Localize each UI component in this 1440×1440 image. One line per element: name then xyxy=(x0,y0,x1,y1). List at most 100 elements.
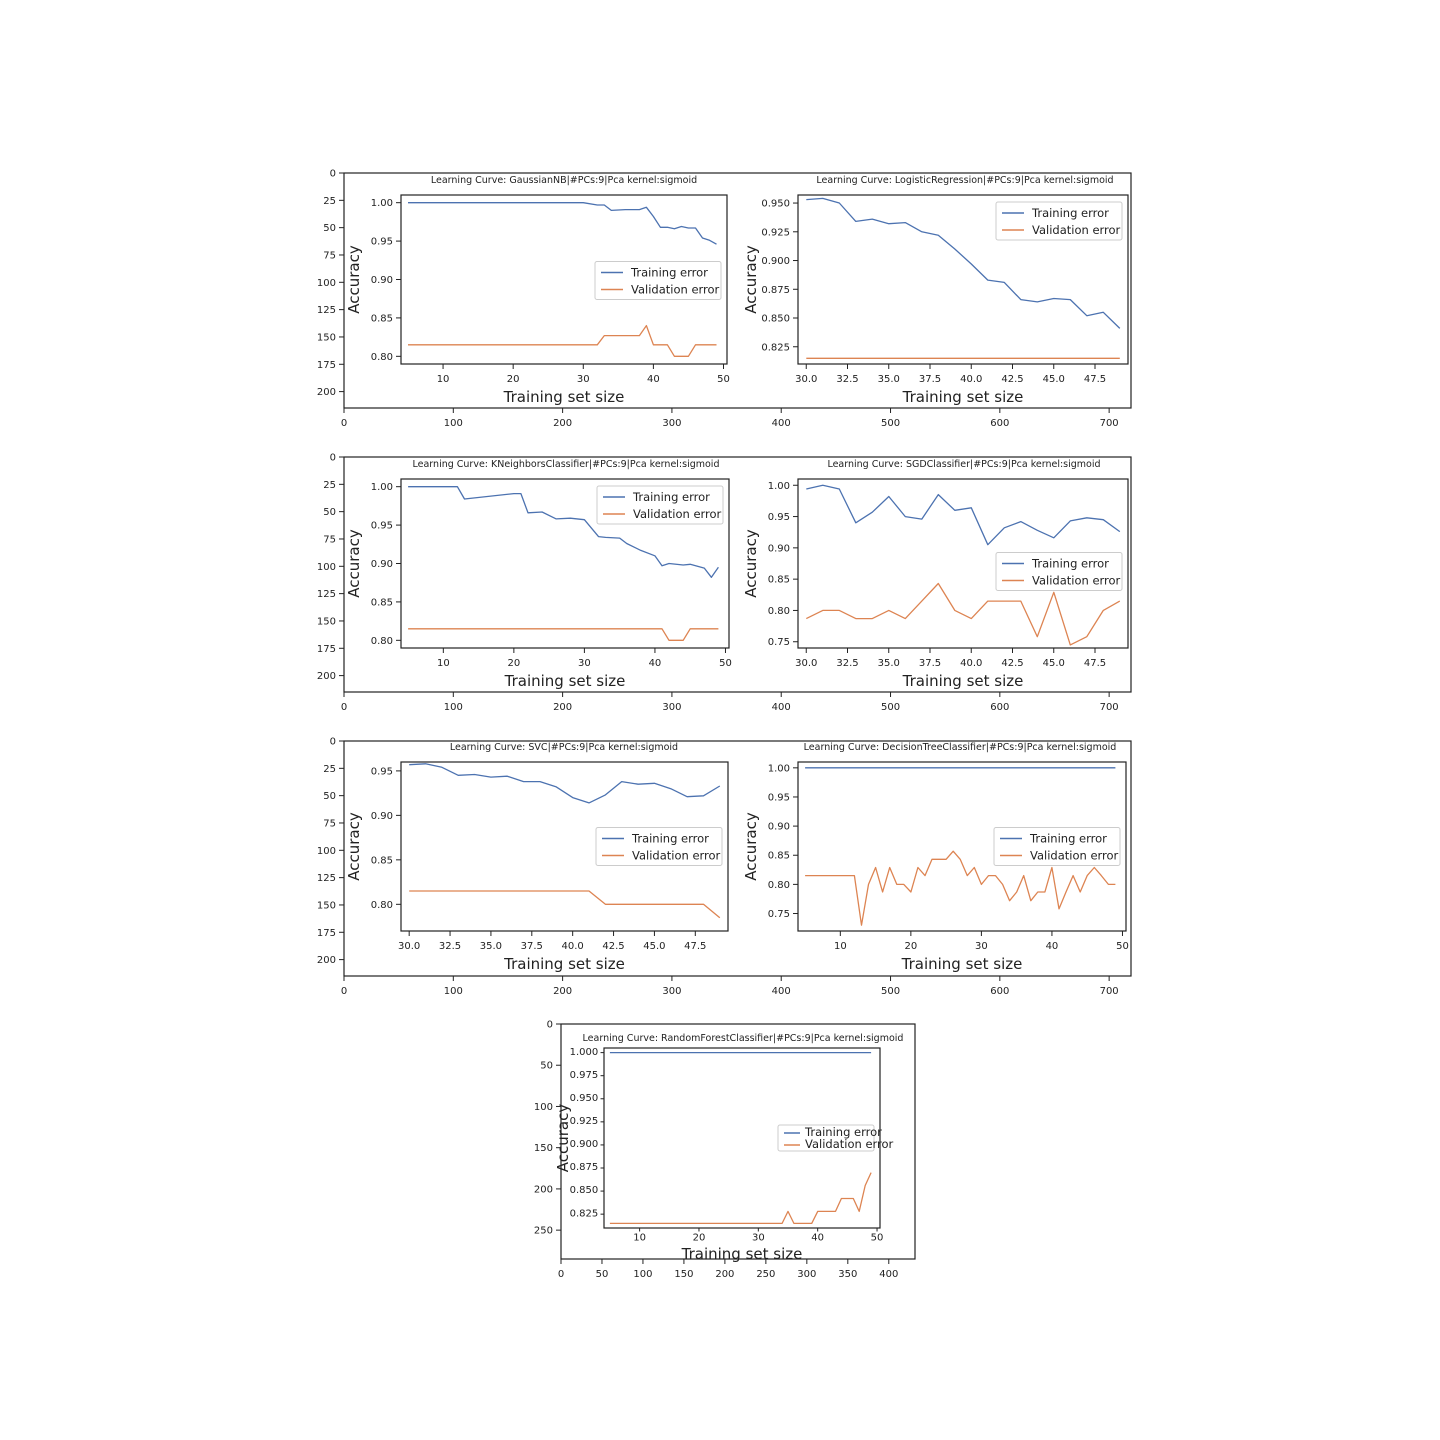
image-panel: 0 100 200 300 400 500 600 700 0 25 50 75 100 125 150 17… xyxy=(317,169,1132,429)
x-tick-label: 42.5 xyxy=(1001,374,1023,385)
x-tick-label: 35.0 xyxy=(480,941,502,952)
panel-x-tick-label: 150 xyxy=(674,1269,693,1280)
panel-y-tick-label: 200 xyxy=(534,1184,553,1195)
legend-entry: Training error xyxy=(1031,557,1109,571)
chart-title: Learning Curve: GaussianNB|#PCs:9|Pca ke… xyxy=(431,175,697,186)
y-tick-label: 1.00 xyxy=(371,482,393,493)
plot-frame xyxy=(797,478,1129,649)
panel-x-tick-label: 700 xyxy=(1100,986,1119,997)
validation-error-line xyxy=(408,628,719,641)
x-tick-label: 50 xyxy=(1116,941,1129,952)
x-tick-label: 35.0 xyxy=(878,374,900,385)
x-axis-label: Training set size xyxy=(504,672,626,690)
x-tick-label: 30.0 xyxy=(398,941,420,952)
y-tick-label: 0.85 xyxy=(768,575,790,586)
panel-x-tick-label: 0 xyxy=(558,1269,564,1280)
panel-y-tick-label: 25 xyxy=(323,764,336,775)
y-tick-label: 0.900 xyxy=(761,256,790,267)
y-tick-label: 0.80 xyxy=(371,636,393,647)
y-tick-label: 0.90 xyxy=(768,543,790,554)
x-tick-label: 37.5 xyxy=(919,374,941,385)
panel-x-tick-label: 100 xyxy=(444,702,463,713)
x-tick-label: 20 xyxy=(507,658,520,669)
x-tick-label: 50 xyxy=(717,374,730,385)
x-tick-label: 45.0 xyxy=(1043,374,1065,385)
validation-error-line xyxy=(805,850,1116,926)
panel-x-tick-label: 0 xyxy=(341,986,347,997)
x-tick-label: 40 xyxy=(649,658,662,669)
x-tick-label: 45.0 xyxy=(643,941,665,952)
learning-curve-chart: Learning Curve: SVC|#PCs:9|Pca kernel:si… xyxy=(345,742,729,973)
chart-title: Learning Curve: RandomForestClassifier|#… xyxy=(583,1033,904,1044)
x-tick-label: 20 xyxy=(507,374,520,385)
panel-y-tick-label: 200 xyxy=(317,955,336,966)
y-tick-label: 0.875 xyxy=(570,1162,599,1173)
panel-y-tick-label: 50 xyxy=(323,223,336,234)
x-tick-label: 30 xyxy=(752,1233,765,1244)
y-tick-label: 0.825 xyxy=(570,1208,599,1219)
legend-entry: Training error xyxy=(1029,832,1107,846)
legend-box xyxy=(777,1124,875,1152)
panel-y-tick-label: 150 xyxy=(534,1143,553,1154)
training-error-line xyxy=(806,484,1121,546)
panel-frame xyxy=(560,1023,916,1260)
panel-x-tick-label: 400 xyxy=(772,418,791,429)
panel-y-tick-label: 75 xyxy=(323,534,336,545)
x-tick-label: 40.0 xyxy=(562,941,584,952)
y-axis-label: Accuracy xyxy=(554,1104,572,1173)
panel-x-tick-label: 300 xyxy=(662,418,681,429)
y-tick-label: 0.925 xyxy=(761,227,790,238)
y-tick-label: 0.825 xyxy=(761,342,790,353)
legend-box xyxy=(595,827,723,866)
panel-x-tick-label: 700 xyxy=(1100,418,1119,429)
y-tick-label: 0.80 xyxy=(768,606,790,617)
training-error-line xyxy=(408,202,717,245)
panel-y-tick-label: 25 xyxy=(323,196,336,207)
x-tick-label: 47.5 xyxy=(1084,374,1106,385)
learning-curve-chart: Learning Curve: KNeighborsClassifier|#PC… xyxy=(345,459,732,690)
y-axis-label: Accuracy xyxy=(742,812,760,881)
y-tick-label: 1.000 xyxy=(570,1047,599,1058)
legend-entry: Training error xyxy=(1031,206,1109,220)
x-tick-label: 30 xyxy=(975,941,988,952)
panel-x-tick-label: 400 xyxy=(772,702,791,713)
y-tick-label: 0.75 xyxy=(768,909,790,920)
legend-box xyxy=(995,552,1123,591)
y-tick-label: 0.95 xyxy=(371,521,393,532)
x-tick-label: 10 xyxy=(437,658,450,669)
y-tick-label: 0.90 xyxy=(768,822,790,833)
panel-x-tick-label: 600 xyxy=(990,986,1009,997)
x-tick-label: 10 xyxy=(633,1233,646,1244)
panel-y-tick-label: 250 xyxy=(534,1226,553,1237)
chart-title: Learning Curve: SGDClassifier|#PCs:9|Pca… xyxy=(827,459,1100,470)
x-axis-label: Training set size xyxy=(902,672,1024,690)
learning-curve-chart: Learning Curve: RandomForestClassifier|#… xyxy=(554,1033,903,1263)
learning-curve-chart: Learning Curve: LogisticRegression|#PCs:… xyxy=(742,175,1129,406)
y-tick-label: 0.850 xyxy=(761,314,790,325)
y-tick-label: 0.850 xyxy=(570,1185,599,1196)
x-axis-label: Training set size xyxy=(681,1245,803,1263)
validation-error-line xyxy=(409,890,721,919)
panel-y-tick-label: 125 xyxy=(317,305,336,316)
panel-x-tick-label: 200 xyxy=(553,418,572,429)
panel-frame xyxy=(343,740,1132,977)
legend-entry: Validation error xyxy=(1032,223,1121,237)
y-tick-label: 0.95 xyxy=(768,792,790,803)
x-tick-label: 42.5 xyxy=(1001,658,1023,669)
legend-entry: Training error xyxy=(630,266,708,280)
panel-x-tick-label: 250 xyxy=(756,1269,775,1280)
validation-error-line xyxy=(806,582,1121,646)
y-tick-label: 0.950 xyxy=(761,199,790,210)
y-tick-label: 0.85 xyxy=(768,851,790,862)
panel-x-tick-label: 500 xyxy=(881,702,900,713)
legend: Training error Validation error xyxy=(596,485,724,525)
panel-x-tick-label: 100 xyxy=(633,1269,652,1280)
plot-frame xyxy=(797,194,1129,365)
panel-y-tick-label: 75 xyxy=(323,818,336,829)
y-tick-label: 0.80 xyxy=(371,352,393,363)
y-tick-label: 0.95 xyxy=(371,766,393,777)
panel-y-tick-label: 25 xyxy=(323,480,336,491)
panel-x-tick-label: 100 xyxy=(444,986,463,997)
training-error-line xyxy=(409,763,721,804)
